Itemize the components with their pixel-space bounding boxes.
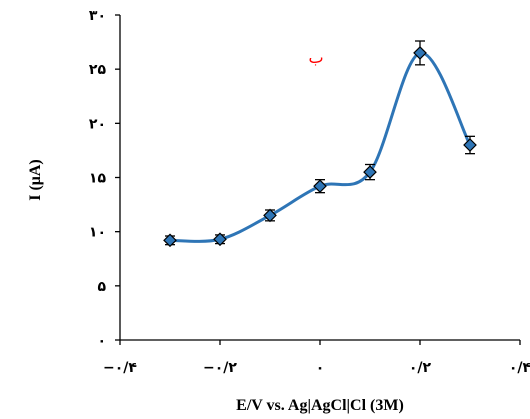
y-tick-label: ۲۵ — [89, 62, 107, 78]
y-tick-label: ۱۵ — [89, 171, 107, 187]
data-point-marker — [163, 233, 177, 248]
data-point-marker — [213, 232, 227, 247]
data-point-marker — [263, 208, 277, 223]
y-tick-label: ۵ — [97, 279, 106, 295]
errorbars-layer — [165, 40, 475, 246]
x-tick-label: ۰/۴ — [509, 360, 530, 376]
series-line — [169, 51, 472, 243]
markers-layer — [163, 46, 477, 248]
x-axis-title: E/V vs. Ag|AgCl|Cl (3M) — [236, 397, 404, 414]
x-tick-label: −۰/۲ — [203, 360, 237, 376]
y-tick-label: ۲۰ — [89, 116, 106, 132]
data-point-marker — [463, 138, 477, 152]
panel-annotation: ب — [308, 48, 323, 67]
data-point-marker — [313, 179, 327, 194]
ticks-layer: ۰ ۵ ۱۰ ۱۵ ۲۰ ۲۵ ۳۰ −۰/۴ −۰/۲ ۰ ۰/۲ ۰/۴ — [89, 8, 530, 376]
y-tick-label: ۱۰ — [89, 225, 106, 241]
y-axis-title: I (μA) — [27, 159, 44, 201]
data-point-marker — [363, 165, 377, 179]
x-tick-label: −۰/۴ — [103, 360, 137, 376]
x-tick-label: ۰/۲ — [409, 360, 432, 376]
data-point-marker — [413, 46, 427, 60]
x-tick-label: ۰ — [316, 360, 325, 376]
y-tick-label: ۳۰ — [89, 8, 106, 24]
y-tick-label: ۰ — [97, 333, 106, 349]
